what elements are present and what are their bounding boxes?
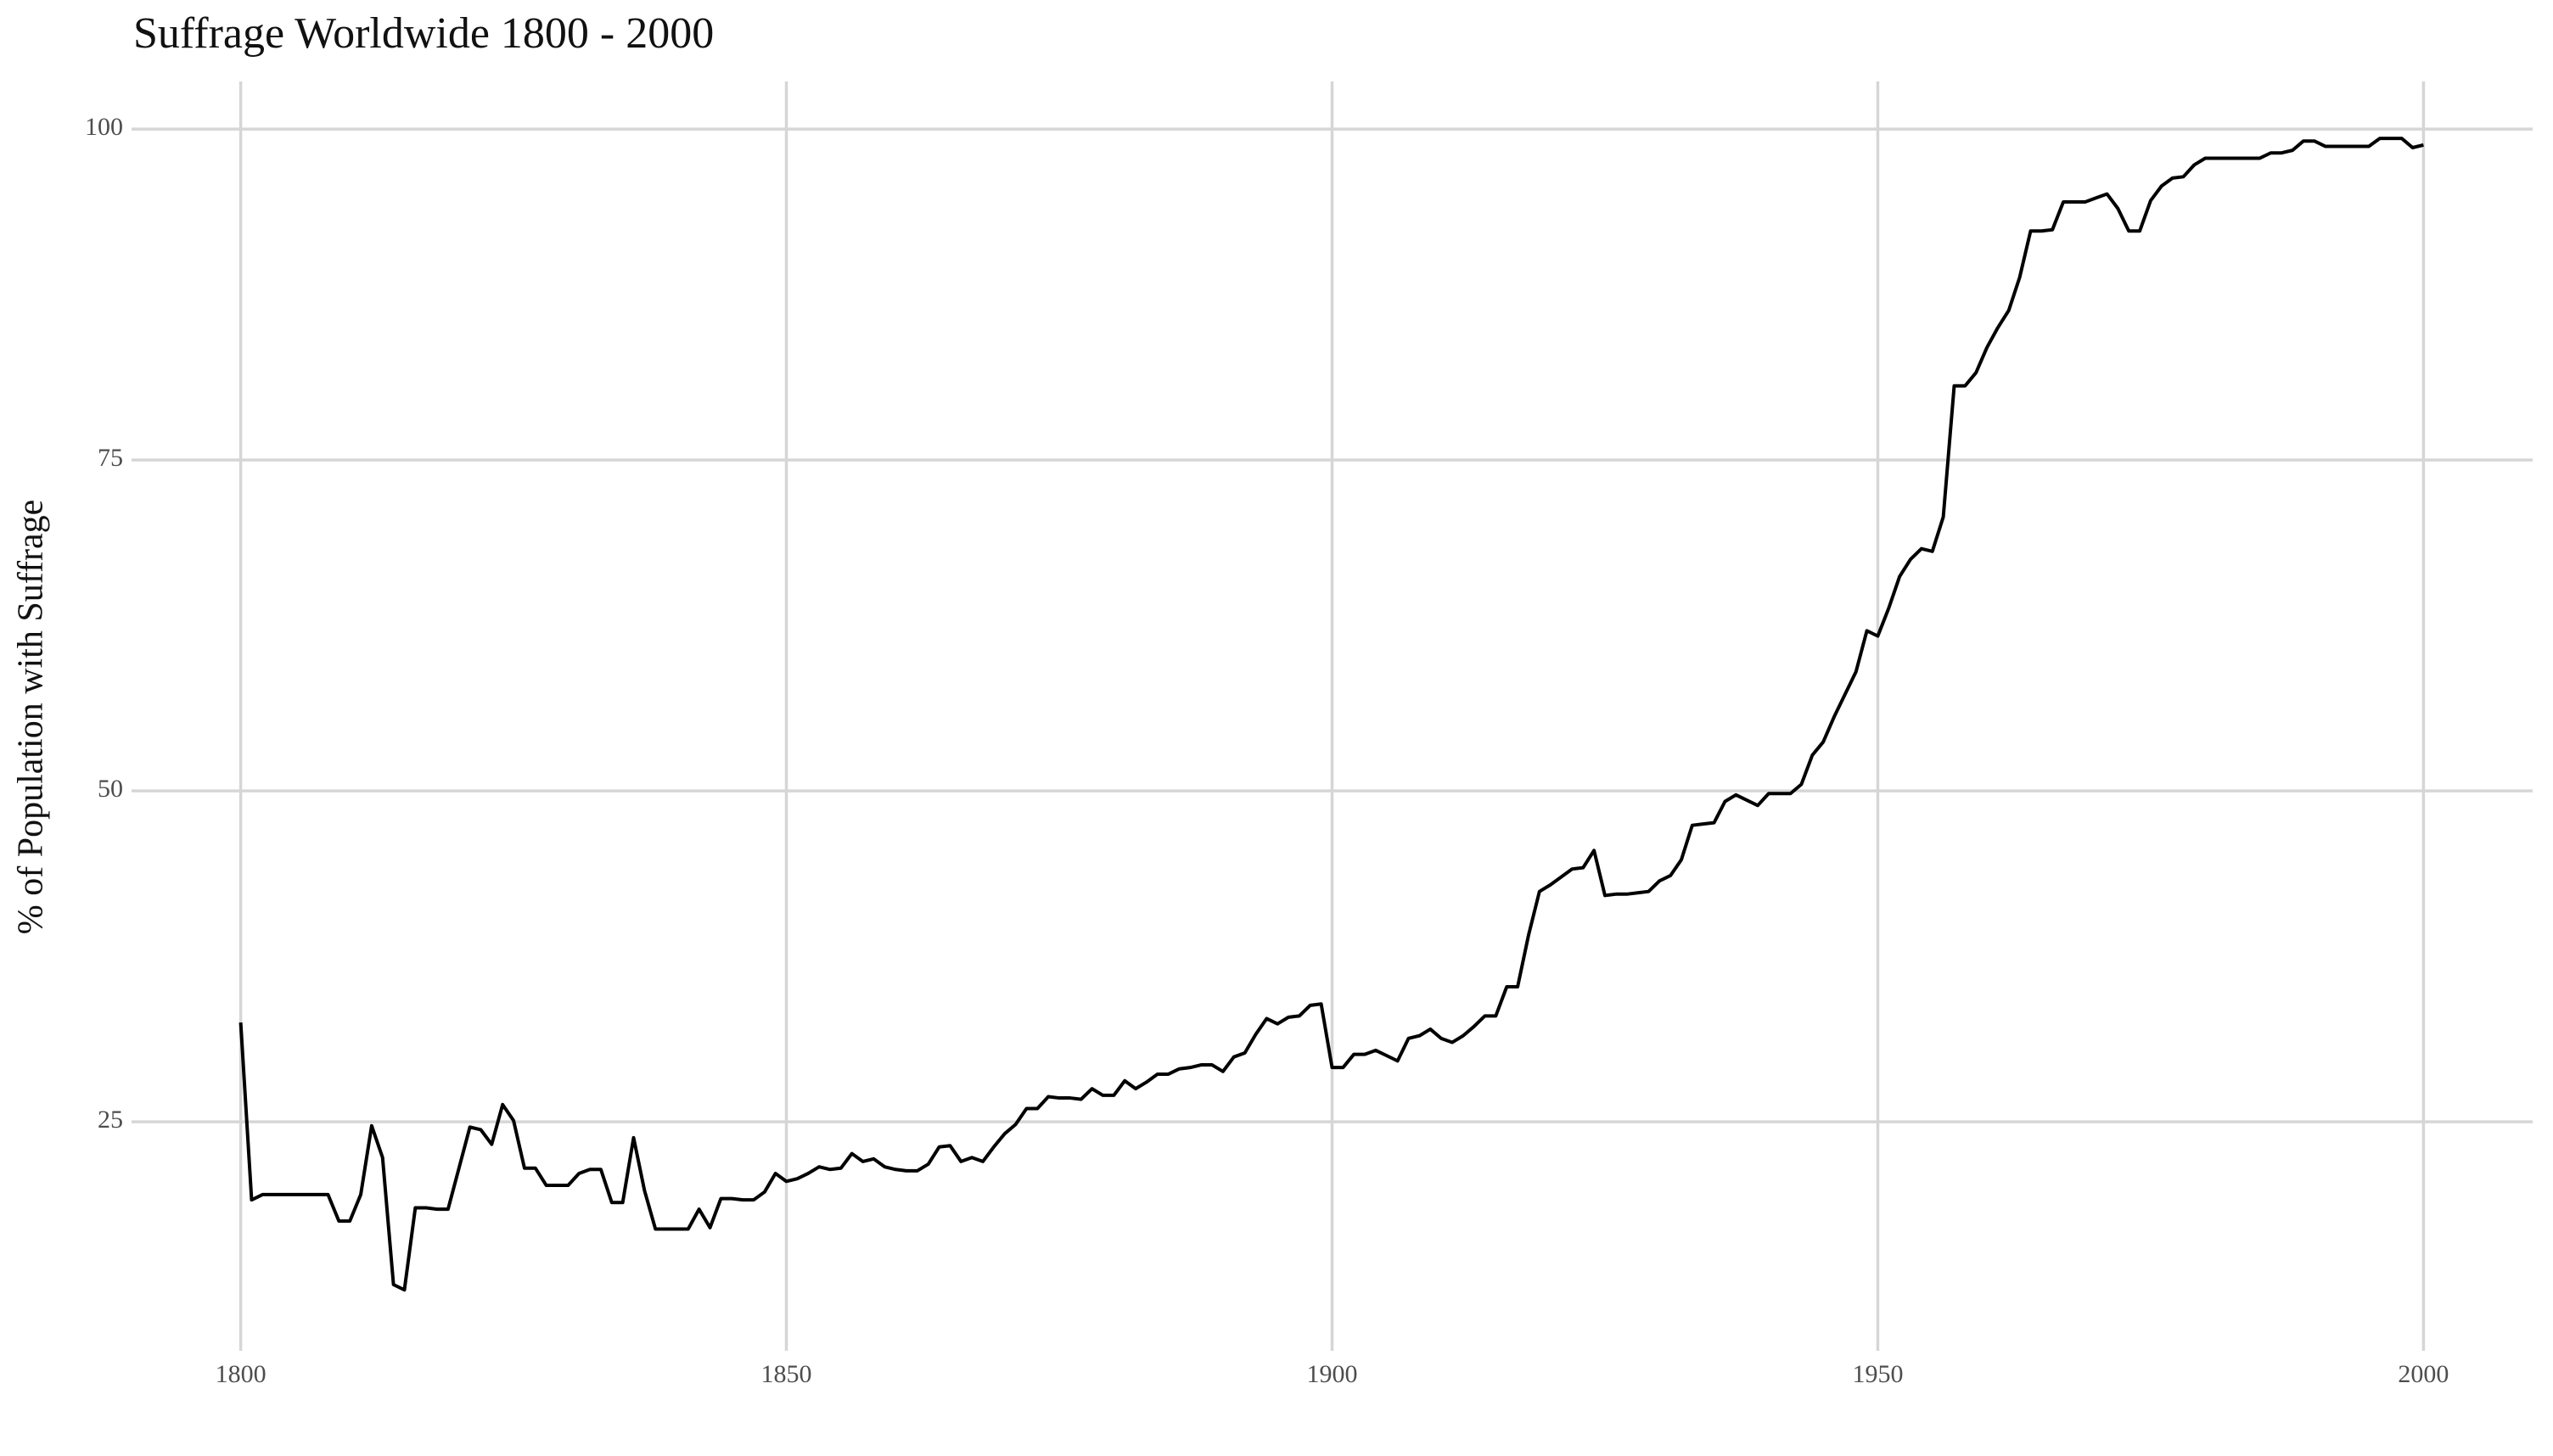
x-tick-label: 2000	[2398, 1360, 2449, 1388]
y-tick-label: 100	[85, 113, 123, 141]
y-tick-label: 50	[98, 775, 123, 803]
chart-title: Suffrage Worldwide 1800 - 2000	[133, 9, 714, 58]
data-line	[238, 137, 2424, 1292]
x-tick-label: 1850	[761, 1360, 812, 1388]
x-tick-label: 1900	[1307, 1360, 1358, 1388]
y-tick-label: 75	[98, 444, 123, 472]
y-tick-label: 25	[98, 1106, 123, 1134]
x-tick-label: 1800	[216, 1360, 267, 1388]
x-tick-label: 1950	[1852, 1360, 1903, 1388]
y-axis-label: % of Population with Suffrage	[12, 500, 51, 935]
grid	[132, 81, 2533, 1351]
